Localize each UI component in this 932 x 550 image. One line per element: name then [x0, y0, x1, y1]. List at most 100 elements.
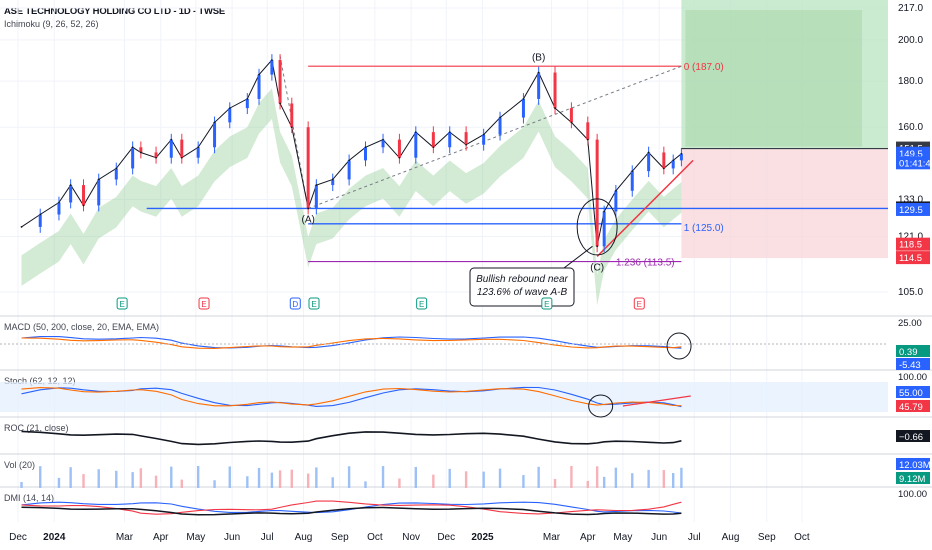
volume-bar — [595, 466, 599, 488]
price-label-bg — [896, 251, 930, 265]
time-tick-label: Nov — [402, 532, 420, 543]
panel-price-label-text: 55.00 — [899, 388, 923, 399]
volume-bar — [614, 467, 618, 488]
panel-price-label-text: 9.12M — [899, 474, 925, 485]
time-tick-label: Jul — [261, 532, 274, 543]
candle-body — [586, 122, 590, 140]
event-marker-label: E — [119, 300, 124, 309]
volume-bar — [522, 475, 525, 488]
time-tick-label: May — [186, 532, 205, 543]
trendline-support — [596, 159, 694, 257]
panel-tick-label: 100.00 — [898, 489, 927, 500]
panel-title: Stoch (62, 12, 12) — [4, 376, 76, 386]
volume-bar — [586, 480, 589, 488]
candle-body — [363, 147, 367, 161]
price-tick-label: 133.0 — [898, 195, 923, 206]
wave-label: (A) — [301, 214, 314, 225]
candle-body — [82, 185, 86, 206]
price-point — [170, 138, 173, 141]
candle-body — [114, 168, 118, 180]
event-marker: E — [116, 297, 128, 310]
volume-bar — [57, 477, 61, 488]
candle-body — [154, 152, 158, 158]
price-point — [131, 146, 134, 149]
chart-header: ASE TECHNOLOGY HOLDING CO LTD - 1D - TWS… — [4, 6, 225, 30]
event-marker-box — [198, 297, 210, 310]
price-point — [20, 226, 23, 228]
price-point — [432, 146, 435, 149]
volume-bar — [69, 467, 72, 488]
price-point — [139, 151, 142, 154]
volume-bar — [131, 472, 134, 488]
price-point — [58, 201, 60, 204]
time-tick-label: 2025 — [471, 532, 494, 543]
price-tick-label: 200.0 — [898, 35, 923, 46]
time-tick-label: Dec — [437, 532, 455, 543]
candle-body — [347, 160, 351, 180]
volume-bar — [662, 470, 666, 488]
event-marker-label: E — [544, 300, 549, 309]
panel-price-label-text: 45.79 — [899, 402, 923, 413]
panel-price-label-bg — [896, 345, 930, 357]
wave-c-circle — [576, 198, 618, 256]
dmi-plus-line — [21, 501, 682, 514]
price-label-text: 118.5 — [899, 240, 922, 251]
volume-bar — [213, 480, 216, 488]
volume-bar — [139, 468, 143, 488]
price-tick-label: 180.0 — [898, 76, 923, 87]
panel-title: ROC (21, close) — [4, 423, 69, 433]
price-line — [21, 58, 682, 247]
annotation-text: Bullish rebound near — [476, 274, 568, 285]
panel-title: MACD (50, 200, close, 20, EMA, EMA) — [4, 322, 159, 332]
event-marker-box — [308, 297, 320, 310]
time-tick-label: Dec — [9, 532, 27, 543]
price-point — [465, 143, 468, 146]
price-point — [115, 167, 118, 170]
candle-body — [671, 160, 675, 169]
time-tick-label: Jun — [224, 532, 240, 543]
price-label-text: 149.5 — [899, 149, 923, 160]
panel-price-label-text: 12.03M — [899, 460, 931, 471]
price-tick-label: 217.0 — [898, 3, 923, 14]
volume-bar — [315, 467, 318, 488]
candle-body — [139, 147, 143, 153]
candle-body — [169, 139, 173, 158]
panel-price-label-text: −0.66 — [899, 432, 923, 443]
volume-bar — [448, 468, 451, 488]
candle-body — [270, 59, 274, 75]
time-axis: Dec 2024 Mar Apr May Jun Jul Aug Sep Oct Nov Dec 202… — [9, 532, 810, 543]
price-tick-label: 121.0 — [898, 232, 923, 243]
candle-body — [647, 152, 651, 172]
candle-body — [290, 103, 294, 128]
candle-body — [314, 185, 318, 209]
event-marker-box — [416, 297, 428, 310]
price-point — [537, 71, 540, 74]
volume-bar — [647, 469, 650, 488]
price-point — [398, 156, 401, 159]
loss-zone — [681, 148, 888, 259]
event-marker-label: E — [311, 300, 316, 309]
volume-bar — [672, 472, 675, 488]
volume-bar — [680, 467, 683, 488]
price-point — [570, 121, 573, 124]
candle-body — [498, 117, 502, 135]
event-marker: E — [308, 297, 320, 310]
volume-bar — [196, 466, 200, 488]
volume-bar — [270, 472, 274, 488]
time-tick-label: Jun — [651, 532, 667, 543]
event-marker-box — [289, 297, 301, 310]
wave-label: (C) — [590, 262, 604, 273]
candle-body — [553, 72, 557, 109]
candle-body — [38, 214, 42, 227]
candle-body — [630, 171, 634, 191]
stoch-band — [0, 382, 888, 412]
candle-body — [228, 108, 232, 123]
volume-bar — [464, 471, 468, 488]
candle-body — [69, 185, 73, 203]
volume-bar — [553, 478, 557, 488]
price-point — [69, 184, 72, 186]
volume-bar — [331, 477, 334, 488]
price-label-bg — [896, 156, 930, 170]
time-tick-label: Mar — [543, 532, 561, 543]
